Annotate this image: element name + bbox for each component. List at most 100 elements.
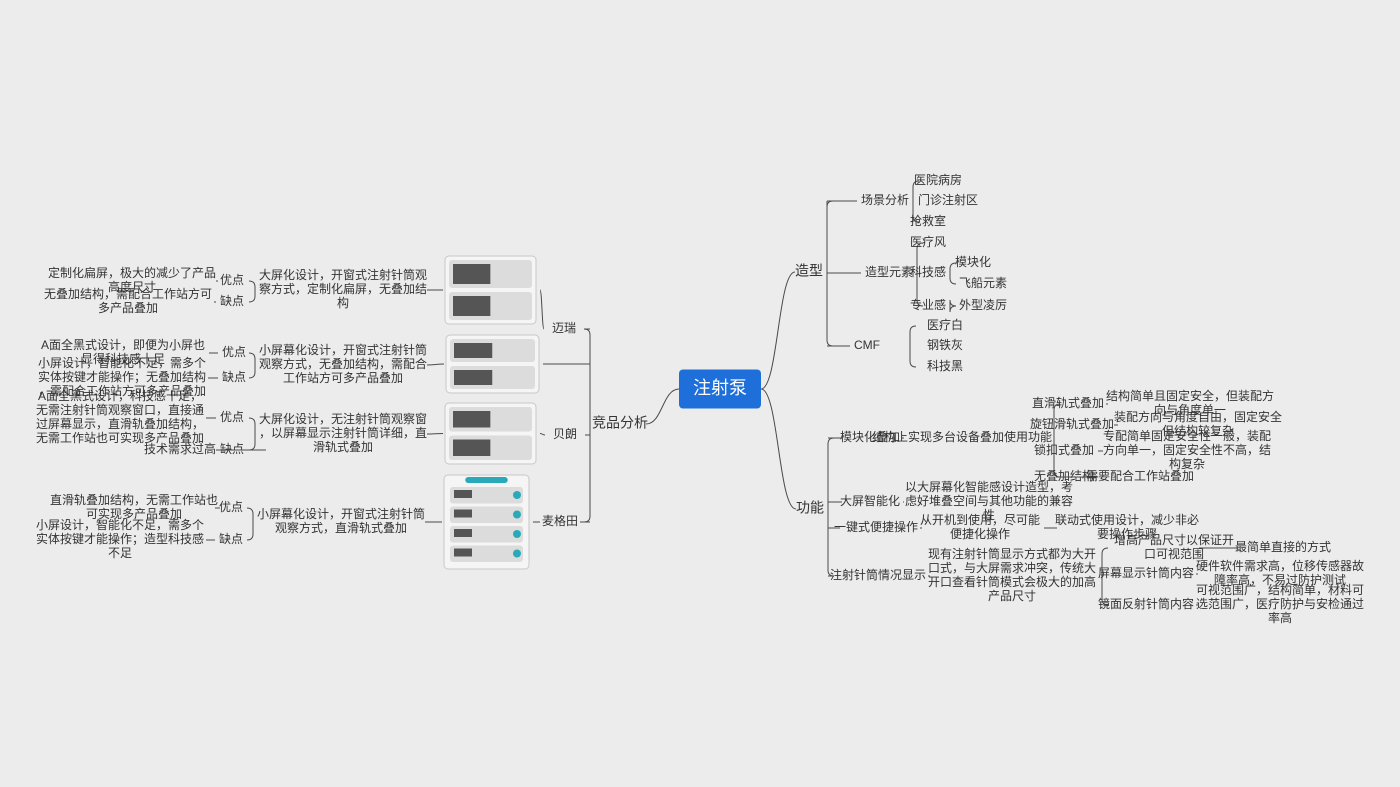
bracket bbox=[249, 418, 255, 450]
svg-text:优点: 优点 bbox=[220, 273, 244, 287]
svg-text:专配简单固定安全性一般，装配: 专配简单固定安全性一般，装配 bbox=[1103, 428, 1271, 443]
svg-text:缺点: 缺点 bbox=[222, 369, 246, 384]
syringe-child: 镜面反射针筒内容 bbox=[1098, 596, 1194, 611]
brand-name: 迈瑞 bbox=[552, 321, 576, 335]
bracket bbox=[249, 353, 255, 378]
svg-text:小屏设计，智能化不足，需多个: 小屏设计，智能化不足，需多个 bbox=[38, 355, 206, 370]
bracket bbox=[247, 508, 253, 540]
svg-text:小屏幕化设计，开窗式注射针筒: 小屏幕化设计，开窗式注射针筒 bbox=[257, 506, 425, 521]
svg-text:构: 构 bbox=[337, 295, 349, 310]
syringe-child-desc: 最简单直接的方式 bbox=[1235, 539, 1331, 554]
svg-text:实体按键才能操作；造型科技感: 实体按键才能操作；造型科技感 bbox=[36, 531, 204, 546]
svg-text:造型元素: 造型元素 bbox=[865, 265, 913, 279]
modular-child: 直滑轨式叠加 bbox=[1032, 396, 1104, 410]
svg-text:缺点: 缺点 bbox=[220, 293, 244, 308]
svg-text:大屏化设计，无注射针筒观察窗: 大屏化设计，无注射针筒观察窗 bbox=[259, 411, 427, 426]
svg-text:滑轨式叠加: 滑轨式叠加 bbox=[313, 440, 373, 454]
mindmap-link bbox=[761, 389, 796, 509]
brand-name: 贝朗 bbox=[553, 427, 577, 441]
pros-label: 优点 bbox=[220, 273, 244, 287]
design: 造型 bbox=[795, 263, 823, 279]
cons-label: 缺点 bbox=[219, 531, 243, 546]
element-item: 专业感 bbox=[910, 297, 946, 312]
svg-text:造型: 造型 bbox=[795, 263, 823, 279]
modular-desc: 结构上实现多台设备叠加使用功能 bbox=[872, 429, 1052, 444]
svg-text:增高产品尺寸以保证开: 增高产品尺寸以保证开 bbox=[1114, 532, 1234, 547]
svg-text:结构上实现多台设备叠加使用功能: 结构上实现多台设备叠加使用功能 bbox=[872, 429, 1052, 444]
mindmap-link bbox=[427, 364, 444, 365]
mindmap-link bbox=[427, 434, 443, 435]
cons-text: 小屏设计，智能化不足，需多个实体按键才能操作；造型科技感不足 bbox=[36, 517, 204, 560]
onekey: 一键式便捷操作 bbox=[834, 519, 918, 534]
bracket bbox=[249, 281, 255, 302]
svg-text:抢救室: 抢救室 bbox=[910, 213, 946, 228]
svg-text:装配方向与角度自由，固定安全: 装配方向与角度自由，固定安全 bbox=[1114, 409, 1282, 424]
svg-text:选范围广，医疗防护与安检通过: 选范围广，医疗防护与安检通过 bbox=[1196, 596, 1364, 611]
svg-text:麦格田: 麦格田 bbox=[542, 513, 578, 528]
svg-text:无需注射针筒观察窗口，直接通: 无需注射针筒观察窗口，直接通 bbox=[36, 402, 204, 417]
svg-text:多产品叠加: 多产品叠加 bbox=[98, 301, 158, 315]
svg-text:实体按键才能操作；无叠加结构: 实体按键才能操作；无叠加结构 bbox=[38, 369, 206, 384]
modular-child: 锁扣式叠加 bbox=[1034, 442, 1094, 457]
product-image bbox=[445, 256, 536, 324]
svg-text:率高: 率高 bbox=[1268, 610, 1292, 625]
onekey-desc: 从开机到使用，尽可能便捷化操作 bbox=[920, 512, 1040, 541]
scene: 场景分析 bbox=[861, 193, 909, 207]
svg-text:大屏智能化: 大屏智能化 bbox=[840, 493, 900, 508]
svg-text:功能: 功能 bbox=[796, 500, 824, 516]
mindmap-link bbox=[761, 272, 795, 389]
cmf: CMF bbox=[854, 338, 880, 352]
svg-text:优点: 优点 bbox=[219, 500, 243, 514]
svg-text:CMF: CMF bbox=[854, 338, 880, 352]
pros-label: 优点 bbox=[219, 500, 243, 514]
svg-text:现有注射针筒显示方式都为大开: 现有注射针筒显示方式都为大开 bbox=[928, 546, 1096, 561]
svg-text:A面全黑式设计，科技感十足，: A面全黑式设计，科技感十足， bbox=[38, 388, 202, 403]
svg-text:过屏幕显示，直滑轨叠加结构，: 过屏幕显示，直滑轨叠加结构， bbox=[36, 416, 204, 431]
svg-text:联动式使用设计，减少非必: 联动式使用设计，减少非必 bbox=[1055, 512, 1199, 527]
svg-text:科技黑: 科技黑 bbox=[927, 359, 963, 373]
product-image bbox=[446, 335, 539, 393]
svg-text:定制化扁屏，极大的减少了产品: 定制化扁屏，极大的减少了产品 bbox=[48, 265, 216, 280]
svg-text:察方式，定制化扁屏，无叠加结: 察方式，定制化扁屏，无叠加结 bbox=[259, 281, 427, 296]
svg-text:模块化: 模块化 bbox=[955, 255, 991, 269]
svg-text:大屏化设计，开窗式注射针筒观: 大屏化设计，开窗式注射针筒观 bbox=[259, 267, 427, 282]
bracket bbox=[828, 438, 834, 576]
svg-text:不足: 不足 bbox=[108, 546, 132, 560]
svg-text:最简单直接的方式: 最简单直接的方式 bbox=[1235, 539, 1331, 554]
svg-text:迈瑞: 迈瑞 bbox=[552, 321, 576, 335]
pros-label: 优点 bbox=[222, 345, 246, 359]
bigscreen: 大屏智能化 bbox=[840, 493, 900, 508]
svg-text:旋钮滑轨式叠加: 旋钮滑轨式叠加 bbox=[1030, 416, 1114, 431]
modular-child-desc: 专配简单固定安全性一般，装配方向单一，固定安全性不高，结构复杂 bbox=[1103, 428, 1271, 471]
svg-text:缺点: 缺点 bbox=[220, 441, 244, 456]
competitor: 竞品分析 bbox=[592, 415, 648, 431]
svg-text:钢铁灰: 钢铁灰 bbox=[927, 338, 963, 352]
svg-text:竞品分析: 竞品分析 bbox=[592, 415, 648, 431]
svg-text:直滑轨式叠加: 直滑轨式叠加 bbox=[1032, 396, 1104, 410]
bracket bbox=[1054, 404, 1060, 477]
cons-label: 缺点 bbox=[222, 369, 246, 384]
bracket bbox=[950, 300, 956, 312]
svg-text:直滑轨叠加结构，无需工作站也: 直滑轨叠加结构，无需工作站也 bbox=[50, 492, 218, 507]
bracket bbox=[584, 329, 590, 522]
product-image bbox=[444, 475, 529, 569]
svg-text:一键式便捷操作: 一键式便捷操作 bbox=[834, 519, 918, 534]
svg-text:锁扣式叠加: 锁扣式叠加 bbox=[1034, 442, 1094, 457]
svg-text:虑好堆叠空间与其他功能的兼容: 虑好堆叠空间与其他功能的兼容 bbox=[905, 493, 1073, 508]
mindmap-link bbox=[540, 290, 544, 329]
scene-item: 门诊注射区 bbox=[918, 192, 978, 207]
cons-label: 缺点 bbox=[220, 293, 244, 308]
pros-text: A面全黑式设计，科技感十足，无需注射针筒观察窗口，直接通过屏幕显示，直滑轨叠加结… bbox=[36, 388, 204, 445]
svg-text:科技感: 科技感 bbox=[910, 264, 946, 279]
bracket bbox=[910, 326, 916, 367]
syringe-desc: 现有注射针筒显示方式都为大开口式，与大屏需求冲突，传统大开口查看针筒模式会极大的… bbox=[928, 546, 1096, 603]
svg-text:以大屏幕化智能感设计造型，考: 以大屏幕化智能感设计造型，考 bbox=[905, 479, 1073, 494]
cons-text: 技术需求过高 bbox=[144, 441, 216, 456]
svg-text:A面全黑式设计，即便为小屏也: A面全黑式设计，即便为小屏也 bbox=[41, 337, 205, 352]
svg-text:门诊注射区: 门诊注射区 bbox=[918, 192, 978, 207]
root-label: 注射泵 bbox=[693, 378, 747, 398]
scene-item: 抢救室 bbox=[910, 213, 946, 228]
svg-text:产品尺寸: 产品尺寸 bbox=[988, 589, 1036, 603]
svg-text:技术需求过高: 技术需求过高 bbox=[144, 441, 216, 456]
svg-text:工作站方可多产品叠加: 工作站方可多产品叠加 bbox=[283, 370, 403, 385]
